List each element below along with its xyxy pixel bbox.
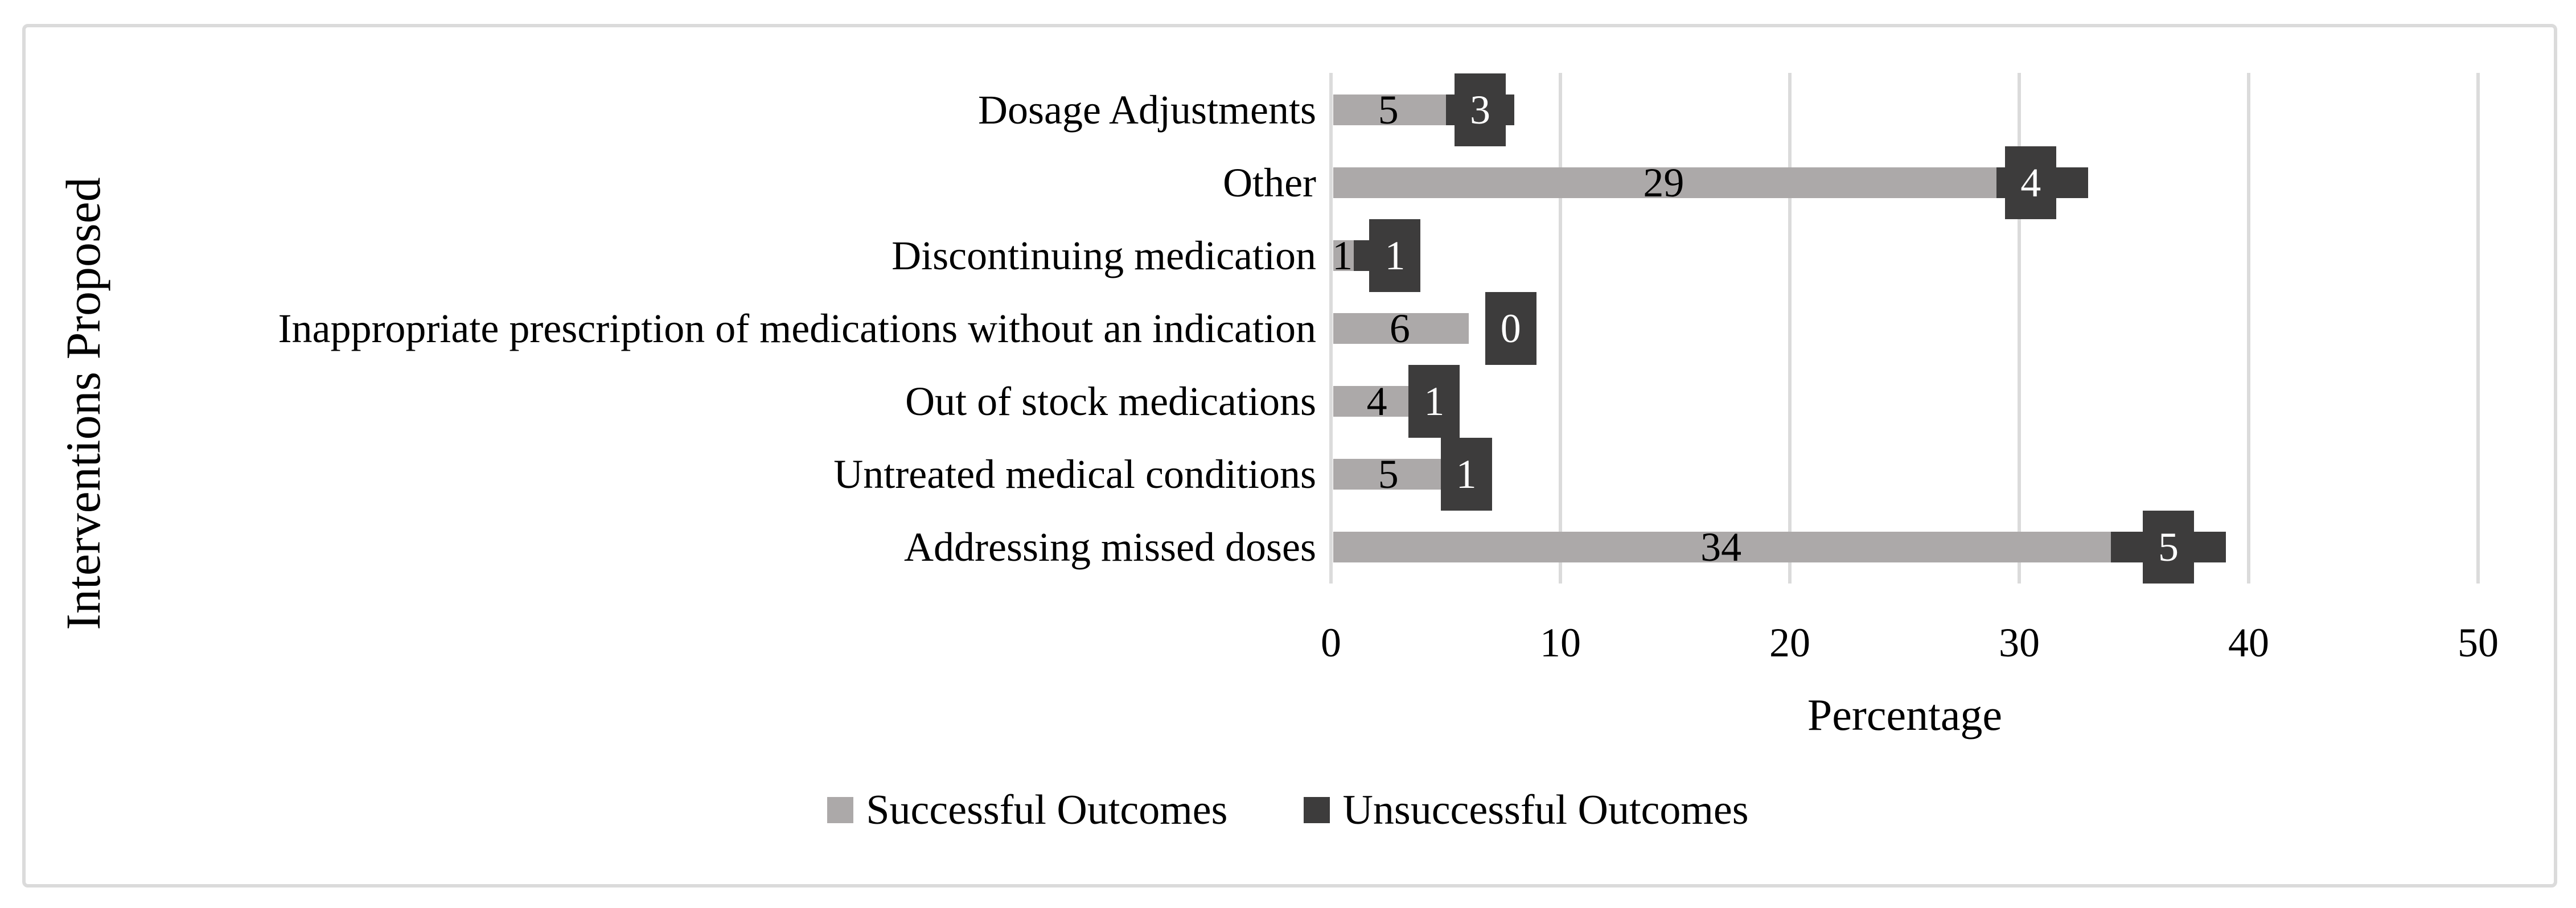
data-label-successful: 1	[1332, 233, 1353, 278]
legend-swatch	[827, 797, 854, 823]
data-label-successful: 5	[1378, 451, 1399, 497]
gridline	[1559, 73, 1562, 584]
data-label-unsuccessful-value: 0	[1500, 306, 1521, 351]
x-tick-label: 50	[2458, 620, 2499, 665]
bar-successful-segment	[1333, 532, 2111, 562]
data-label-unsuccessful: 5	[2142, 511, 2194, 584]
bar-successful-segment	[1333, 459, 1446, 490]
bar-successful-segment	[1333, 95, 1446, 125]
gridline	[1788, 73, 1792, 584]
data-label-unsuccessful-value: 1	[1424, 379, 1445, 424]
legend-item: Unsuccessful Outcomes	[1304, 787, 1749, 833]
category-label: Other	[1223, 160, 1316, 206]
x-tick-label: 20	[1769, 620, 1810, 665]
legend-label: Unsuccessful Outcomes	[1342, 787, 1749, 833]
legend-label: Successful Outcomes	[866, 787, 1228, 833]
bar-successful-segment	[1333, 167, 1996, 198]
x-tick-label: 40	[2228, 620, 2269, 665]
data-label-unsuccessful-value: 4	[2020, 160, 2041, 206]
category-label: Untreated medical conditions	[833, 451, 1316, 497]
data-label-unsuccessful: 1	[1440, 438, 1492, 511]
x-tick-label: 0	[1321, 620, 1341, 665]
figure-border	[22, 24, 2557, 888]
data-label-unsuccessful-value: 1	[1384, 233, 1406, 278]
gridline	[1329, 73, 1333, 584]
x-tick-label: 30	[1999, 620, 2040, 665]
data-label-successful: 6	[1389, 306, 1410, 351]
data-label-unsuccessful: 1	[1408, 365, 1460, 438]
gridline	[2247, 73, 2250, 584]
bar-successful-segment	[1333, 386, 1423, 417]
gridline	[2476, 73, 2480, 584]
x-tick-label: 10	[1540, 620, 1581, 665]
y-axis-title: Interventions Proposed	[56, 177, 110, 630]
data-label-successful: 4	[1366, 379, 1387, 424]
data-label-unsuccessful: 3	[1454, 73, 1506, 146]
legend: Successful Outcomes Unsuccessful Outcomes	[0, 788, 2576, 832]
bar-successful-segment	[1333, 240, 1354, 271]
data-label-unsuccessful: 0	[1485, 292, 1536, 365]
category-label: Inappropriate prescription of medication…	[278, 306, 1316, 351]
legend-swatch	[1304, 797, 1330, 823]
data-label-unsuccessful: 4	[2005, 146, 2057, 219]
category-label: Out of stock medications	[905, 379, 1316, 424]
data-label-unsuccessful-value: 3	[1469, 87, 1490, 133]
data-label-successful: 34	[1700, 524, 1742, 570]
bar-successful-segment	[1333, 313, 1469, 344]
data-label-unsuccessful-value: 1	[1456, 451, 1477, 497]
data-label-unsuccessful-value: 5	[2158, 524, 2179, 570]
data-label-successful: 5	[1378, 87, 1399, 133]
category-label: Dosage Adjustments	[978, 87, 1316, 133]
data-label-unsuccessful: 1	[1369, 219, 1421, 292]
legend-item: Successful Outcomes	[827, 788, 1227, 832]
x-axis-title: Percentage	[1807, 690, 2003, 739]
data-label-successful: 29	[1643, 160, 1685, 206]
category-label: Discontinuing medication	[891, 233, 1316, 278]
gridline	[2018, 73, 2021, 584]
category-label: Addressing missed doses	[904, 524, 1316, 570]
